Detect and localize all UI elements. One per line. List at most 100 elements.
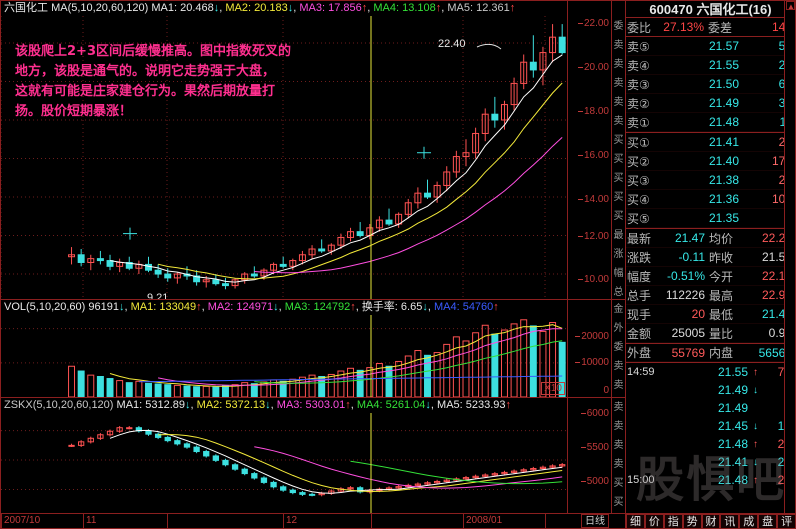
stat-label-2: 今开 xyxy=(709,269,734,284)
ask-price: 21.49 xyxy=(708,96,739,110)
bid-label: 买④ xyxy=(627,192,650,207)
stat-label: 金额 xyxy=(627,326,652,341)
volume-zero-tick: 0 xyxy=(603,385,609,396)
side-label: 卖 xyxy=(613,380,624,391)
stat-row: 外盘 55769 内盘 56565 xyxy=(626,343,795,362)
side-label: 委 xyxy=(613,342,624,353)
stat-row: 涨跌 -0.11 昨收 21.58 xyxy=(626,248,795,267)
tick-row[interactable]: 21.498 xyxy=(626,399,795,417)
vol-ma3-label: MA3: 124792 xyxy=(284,301,351,313)
volume-pane[interactable]: VOL(5,10,20,60) 96191↓, MA1: 133049↑, MA… xyxy=(0,299,626,398)
tab-细[interactable]: 细 xyxy=(626,514,645,529)
ma1-arrow: ↓ xyxy=(213,2,220,14)
zskx-pane[interactable]: ZSKX(5,10,20,60,120) MA1: 5312.89↓, MA2:… xyxy=(0,397,626,514)
bid-price: 21.36 xyxy=(708,192,739,206)
bottom-tab-bar[interactable]: 细价指势财讯成盘评 xyxy=(626,513,796,529)
tick-row[interactable]: 21.41↓26 xyxy=(626,453,795,471)
zskx-pane-header: ZSKX(5,10,20,60,120) MA1: 5312.89↓, MA2:… xyxy=(4,399,512,411)
tick-scrollbar[interactable]: ▲ ▼ xyxy=(784,1,795,529)
bid-price: 21.40 xyxy=(708,154,739,168)
price-tick: 12.00 xyxy=(577,231,609,242)
tick-row[interactable]: 21.45↓16 xyxy=(626,417,795,435)
ma5-arrow: ↑ xyxy=(509,2,516,14)
tab-价[interactable]: 价 xyxy=(644,514,664,529)
tab-势[interactable]: 势 xyxy=(682,514,702,529)
bid-row[interactable]: 买④ 21.36 102 xyxy=(626,190,795,209)
vol-ma1-arrow: ↑ xyxy=(196,301,202,313)
stat-value: -0.11 xyxy=(678,250,705,264)
tab-成[interactable]: 成 xyxy=(739,514,759,529)
bid-label: 买⑤ xyxy=(627,211,650,226)
chart-annotation-text: 该股爬上2+3区间后缓慢推高。图中指数死叉的 地方，该股是通气的。说明它走势强于… xyxy=(15,44,291,119)
bid-list: 买①21.4125买②21.40177买③21.3824买④21.36102买⑤… xyxy=(626,133,795,228)
vol-value-arrow: ↓ xyxy=(119,301,125,313)
quote-labels-strip-zsk: 卖卖卖卖买买 xyxy=(611,398,625,513)
side-label: 外 xyxy=(613,323,624,334)
ma4-label: MA4: 13.108 xyxy=(373,2,436,14)
side-label: 卖 xyxy=(613,459,624,470)
tick-row[interactable]: 21.48↑20 xyxy=(626,435,795,453)
tab-指[interactable]: 指 xyxy=(663,514,683,529)
tab-讯[interactable]: 讯 xyxy=(720,514,740,529)
ma5-label: MA5: 12.361 xyxy=(447,2,510,14)
book-divider xyxy=(626,132,795,133)
stats-divider xyxy=(626,228,795,229)
tab-盘[interactable]: 盘 xyxy=(758,514,778,529)
scroll-up-icon[interactable]: ▲ xyxy=(786,1,795,11)
tab-评[interactable]: 评 xyxy=(777,514,796,529)
side-label: 买 xyxy=(613,497,624,508)
date-axis: 2007/10 11 12 2008/01 日线 xyxy=(0,513,626,529)
diff-label: 委差 xyxy=(708,20,733,35)
side-label: 总 xyxy=(613,287,624,298)
quote-labels-strip-vol: 金外委卖卖 xyxy=(611,300,625,397)
vol-ma4-label: MA4: 54760 xyxy=(433,301,494,313)
stat-label-2: 最低 xyxy=(709,307,734,322)
quote-labels-strip: 委卖卖卖卖卖买买买买买最涨幅总现 xyxy=(611,1,625,299)
zskx-plot-area[interactable] xyxy=(1,413,567,513)
high-price-callout: 22.40 xyxy=(438,38,466,50)
side-label: 买 xyxy=(613,192,624,203)
quote-title: 600470 六国化工(16) xyxy=(626,1,795,18)
stat-label: 现手 xyxy=(627,307,652,322)
stat-row: 金额 25005 量比 0.98 xyxy=(626,324,795,343)
zsk-ma1-label: MA1: 5312.89 xyxy=(116,399,186,411)
side-label: 卖 xyxy=(613,361,624,372)
ask-label: 卖② xyxy=(627,96,650,111)
tick-row[interactable]: 21.49↓5 xyxy=(626,381,795,399)
price-y-axis: 22.00 20.00 18.00 16.00 14.00 12.00 10.0… xyxy=(567,1,611,299)
tick-list[interactable]: 14:5921.55↑7021.49↓521.49821.45↓1621.48↑… xyxy=(626,362,795,488)
ma1-label: MA1: 20.468 xyxy=(151,2,214,14)
side-label: 委 xyxy=(613,21,624,32)
ratio-label: 委比 xyxy=(627,20,652,35)
ask-list: 卖⑤21.5756卖④21.5529卖③21.5061卖②21.4935卖①21… xyxy=(626,37,795,132)
stat-label-2: 量比 xyxy=(709,326,734,341)
volume-multiplier-badge: X10 xyxy=(541,382,565,395)
period-selector[interactable]: 日线 xyxy=(581,514,609,528)
zsk-ma2-label: MA2: 5372.13 xyxy=(196,399,266,411)
side-label: 卖 xyxy=(613,116,624,127)
zsk-ma4-arrow: ↓ xyxy=(425,399,431,411)
zskx-lines-svg xyxy=(1,413,567,513)
price-tick: 10.00 xyxy=(577,274,609,285)
volume-plot-area[interactable] xyxy=(1,315,567,397)
side-label: 卖 xyxy=(613,440,624,451)
bid-row[interactable]: 买② 21.40 177 xyxy=(626,152,795,171)
tick-price: 21.45 xyxy=(717,419,748,433)
price-pane[interactable]: 六国化工 MA(5,10,20,60,120) MA1: 20.468↓, MA… xyxy=(0,0,626,300)
tab-财[interactable]: 财 xyxy=(701,514,721,529)
zsk-tick: 6000 xyxy=(580,408,609,419)
stat-value: -0.51% xyxy=(666,269,705,283)
price-plot-area[interactable]: 该股爬上2+3区间后缓慢推高。图中指数死叉的 地方，该股是通气的。说明它走势强于… xyxy=(1,16,567,299)
stat-label: 外盘 xyxy=(627,346,652,360)
ma4-arrow: ↑ xyxy=(435,2,442,14)
